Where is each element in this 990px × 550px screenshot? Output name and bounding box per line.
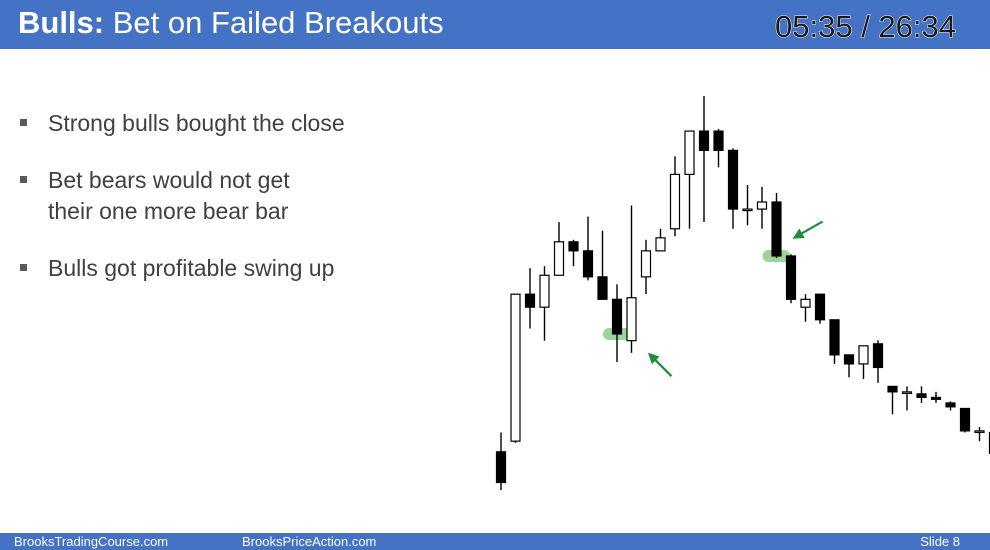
candle <box>713 129 724 168</box>
slide-title-text: Bet on Failed Breakouts <box>112 5 444 40</box>
bullet-square-icon <box>20 176 27 183</box>
bull-candle-body <box>901 391 913 394</box>
bullet-item: Bet bears would not get their one more b… <box>18 165 328 227</box>
bullet-text: Bet bears would not get their one more b… <box>48 167 290 224</box>
candle <box>756 187 768 229</box>
bull-candle-body <box>553 241 565 276</box>
bear-candle-body <box>495 451 507 484</box>
bear-candle-body <box>916 393 927 399</box>
candle <box>495 432 507 490</box>
candle <box>930 391 942 403</box>
candle <box>568 239 579 267</box>
bullet-square-icon <box>20 119 27 126</box>
bear-candle-body <box>698 130 710 151</box>
candle <box>742 185 753 226</box>
footer-website-left: BrooksTradingCourse.com <box>14 534 169 549</box>
candle <box>901 386 913 411</box>
bear-candle-body <box>727 149 739 210</box>
candle <box>539 266 550 341</box>
bull-candle-body <box>655 237 666 252</box>
candle <box>582 216 594 281</box>
candle <box>524 268 536 329</box>
slide-number: Slide 8 <box>920 534 960 549</box>
bear-candle-body <box>785 255 797 300</box>
bull-candle-body <box>510 293 521 442</box>
candle <box>785 254 797 304</box>
candle <box>959 407 971 433</box>
green-arrow-icon <box>792 220 824 239</box>
video-timer: 05:35 / 26:34 <box>775 9 957 45</box>
green-arrow-icon <box>647 352 673 377</box>
slide-title-bold: Bulls: <box>18 5 105 40</box>
bear-candle-body <box>713 130 724 151</box>
bear-candle-body <box>887 385 898 393</box>
bull-candle-body <box>800 298 811 308</box>
bull-candle-body <box>626 297 637 342</box>
bull-candle-body <box>742 208 753 212</box>
candle <box>858 345 869 379</box>
bear-candle-body <box>843 354 855 365</box>
candle <box>553 222 565 276</box>
footer-website-center: BrooksPriceAction.com <box>242 534 377 549</box>
bear-candle-body <box>524 293 536 308</box>
bullet-item: Bulls got profitable swing up <box>18 253 398 284</box>
candle <box>611 284 623 362</box>
title-bar: Bulls: Bet on Failed Breakouts 05:35 / 2… <box>0 0 990 49</box>
candle <box>727 148 739 229</box>
bear-candle-body <box>959 407 971 432</box>
candle <box>640 239 652 295</box>
candle <box>626 205 637 353</box>
bullet-list: Strong bulls bought the close Bet bears … <box>18 108 438 310</box>
bear-candle-body <box>611 298 623 335</box>
bullet-item: Strong bulls bought the close <box>18 108 398 139</box>
bullet-text: Bulls got profitable swing up <box>48 255 335 281</box>
candle <box>510 293 521 444</box>
bullet-square-icon <box>20 264 27 271</box>
slide-title: Bulls: Bet on Failed Breakouts <box>18 5 444 41</box>
candle <box>771 192 782 258</box>
candle <box>829 319 840 364</box>
candle <box>916 386 927 403</box>
bear-candle-body <box>945 402 956 408</box>
bear-candle-body <box>872 343 884 369</box>
bear-candle-body <box>930 396 942 400</box>
candle <box>698 96 710 223</box>
bear-candle-body <box>597 276 608 300</box>
footer-bar: BrooksTradingCourse.com BrooksPriceActio… <box>0 533 990 550</box>
bear-candle-body <box>829 319 840 356</box>
bull-candle-body <box>684 130 695 176</box>
candle <box>945 401 956 411</box>
bull-candle-body <box>974 430 985 433</box>
candle <box>814 293 826 324</box>
bull-candle-body <box>539 274 550 308</box>
candle <box>800 294 811 322</box>
bear-candle-body <box>582 250 594 278</box>
candle <box>597 230 608 300</box>
candle <box>974 426 985 442</box>
candle <box>843 354 855 378</box>
bullet-text: Strong bulls bought the close <box>48 110 345 136</box>
candle <box>655 228 666 252</box>
bull-candle-body <box>640 250 652 278</box>
bull-candle-body <box>669 173 681 230</box>
candle <box>669 156 681 237</box>
candle <box>872 340 884 383</box>
candle <box>684 130 695 229</box>
bull-candle-body <box>858 345 869 365</box>
bear-candle-body <box>771 201 782 257</box>
bear-candle-body <box>814 293 826 321</box>
bull-candle-body <box>756 201 768 210</box>
candle <box>887 385 898 415</box>
bear-candle-body <box>568 241 579 252</box>
